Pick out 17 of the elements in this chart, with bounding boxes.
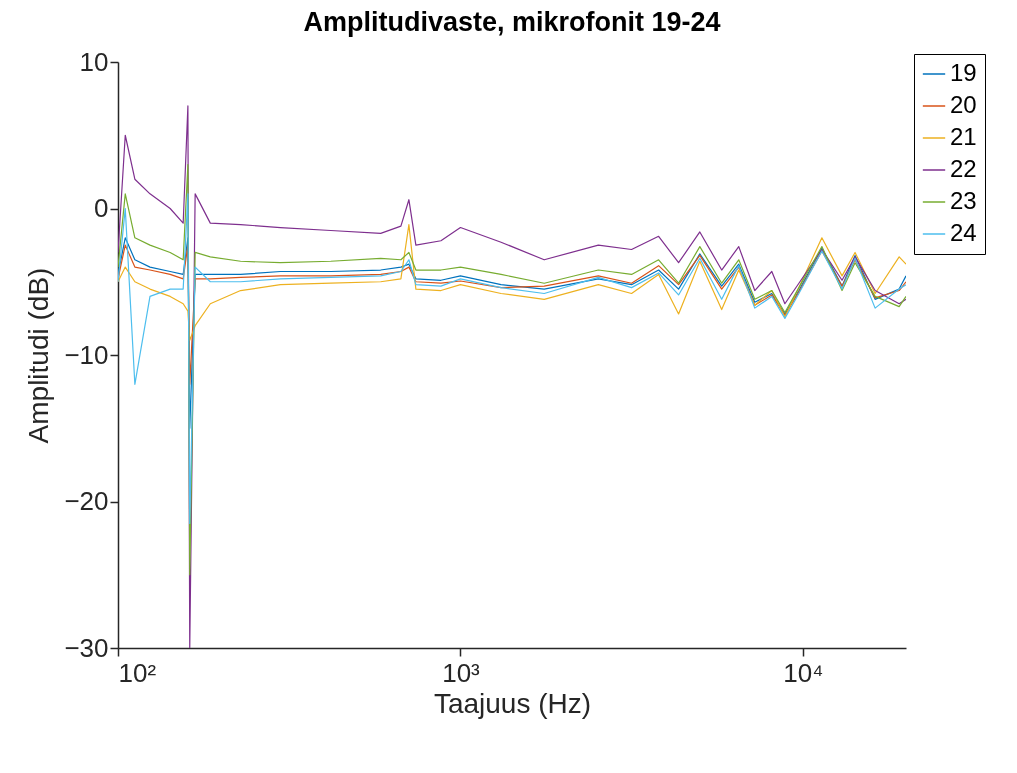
y-tick-label: −20 (64, 486, 109, 516)
y-tick-label: 10 (79, 46, 109, 77)
x-tick-label: 10² (118, 657, 157, 688)
legend-label: 24 (950, 219, 977, 246)
x-axis-title: Taajuus (Hz) (433, 687, 592, 719)
x-tick-label: 10³ (442, 657, 481, 688)
y-tick-label: −10 (64, 339, 109, 370)
legend-label: 22 (950, 155, 977, 182)
legend-label: 23 (950, 187, 977, 214)
chart-title: Amplitudivaste, mikrofonit 19-24 (303, 7, 721, 37)
y-tick-label: −30 (64, 632, 109, 663)
legend-label: 21 (950, 123, 977, 150)
y-tick-label: 0 (94, 193, 109, 223)
legend-label: 20 (950, 91, 977, 118)
legend-label: 19 (950, 59, 977, 86)
y-axis-title: Amplitudi (dB) (23, 267, 55, 444)
x-tick-label: 10⁴ (783, 657, 824, 688)
